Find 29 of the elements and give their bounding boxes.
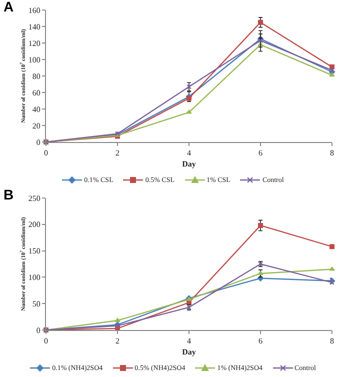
- x-tick-label: 8: [330, 148, 334, 158]
- x-axis-title: Day: [182, 160, 196, 169]
- x-tick-label: 4: [187, 336, 191, 346]
- y-tick-label: 100: [28, 273, 40, 282]
- x-tick-label: 0: [44, 336, 48, 346]
- x-axis-title: Day: [182, 348, 196, 357]
- chart-title: A: [3, 0, 14, 15]
- y-tick-label: 120: [28, 38, 40, 48]
- y-tick-label: 0: [36, 326, 40, 335]
- x-tick-label: 2: [116, 148, 120, 158]
- y-tick-label: 200: [28, 220, 40, 230]
- x-tick-label: 2: [116, 336, 120, 346]
- x-tick-label: 6: [258, 336, 262, 346]
- x-tick-label: 4: [187, 148, 191, 158]
- y-tick-label: 60: [32, 88, 40, 98]
- y-tick-label: 140: [28, 22, 40, 32]
- y-tick-label: 40: [32, 104, 40, 114]
- y-tick-label: 80: [32, 72, 40, 81]
- y-tick-label: 20: [32, 121, 40, 130]
- y-tick-label: 150: [28, 246, 40, 256]
- x-tick-label: 6: [258, 148, 262, 158]
- y-tick-label: 160: [28, 6, 40, 15]
- x-tick-label: 0: [44, 148, 48, 158]
- x-tick-label: 8: [330, 336, 334, 346]
- y-tick-label: 0: [36, 138, 40, 147]
- y-tick-label: 50: [32, 299, 40, 308]
- y-tick-label: 100: [28, 55, 40, 64]
- chart-title: B: [3, 186, 14, 203]
- y-tick-label: 250: [28, 194, 40, 203]
